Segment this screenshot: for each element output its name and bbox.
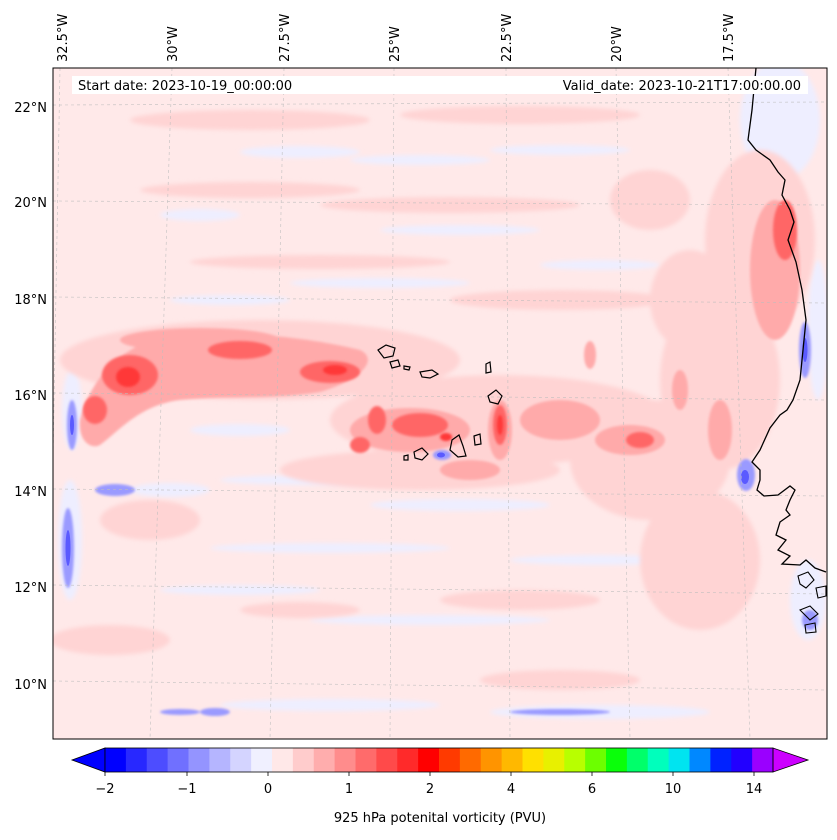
island-sao-nicolau <box>419 369 440 379</box>
cbar-tick-2: 2 <box>426 782 434 797</box>
colorbar-swatch <box>251 748 273 772</box>
cbar-tick-6: 6 <box>588 782 596 797</box>
lat-label-14n: 14°N <box>14 485 47 500</box>
colorbar-swatch <box>439 748 461 772</box>
colorbar-swatch <box>125 748 148 772</box>
cbar-tick-neg1: −1 <box>177 782 196 797</box>
colorbar-swatch <box>272 748 294 772</box>
cbar-tick-10: 10 <box>665 782 682 797</box>
colorbar-swatch <box>355 748 377 772</box>
cbar-tick-0: 0 <box>264 782 272 797</box>
colorbar-extend-min <box>70 747 106 773</box>
colorbar-swatch <box>459 748 482 772</box>
colorbar-swatch <box>146 748 169 772</box>
colorbar-swatch <box>564 748 586 772</box>
colorbar-swatch <box>209 748 231 772</box>
valid-date-label: Valid_date: 2023-10-21T17:00:00.00 <box>563 79 801 94</box>
colorbar-swatch <box>543 748 565 772</box>
colorbar-swatch <box>167 748 189 772</box>
colorbar-extend-max <box>772 747 810 773</box>
colorbar-swatch <box>522 748 544 772</box>
colorbar-frame <box>104 747 774 773</box>
island-maio <box>473 433 482 446</box>
colorbar-swatch <box>606 748 628 772</box>
lat-label-12n: 12°N <box>14 581 47 596</box>
colorbar-swatch <box>313 748 336 772</box>
island-santo-antao <box>377 344 396 359</box>
colorbar-swatch <box>480 748 503 772</box>
latitude-labels: 22°N 20°N 18°N 16°N 14°N 12°N 10°N <box>14 101 47 693</box>
lat-label-16n: 16°N <box>14 389 47 404</box>
colorbar-swatch <box>292 748 315 772</box>
coastline-bijagos <box>797 571 827 634</box>
colorbar-swatch <box>689 748 711 772</box>
colorbar-swatch <box>230 748 252 772</box>
cape-verde-islands <box>377 344 503 461</box>
cbar-tick-14: 14 <box>746 782 763 797</box>
island-sao-vicente <box>389 359 401 369</box>
colorbar-swatch <box>585 748 607 772</box>
lon-label-17-5w: 17.5°W <box>722 14 737 62</box>
lon-label-27-5w: 27.5°W <box>278 14 293 62</box>
lat-label-10n: 10°N <box>14 678 47 693</box>
map-frame <box>52 67 828 740</box>
lat-label-18n: 18°N <box>14 293 47 308</box>
pv-field: Start date: 2023-10-19_00:00:00 Valid_da… <box>53 68 827 739</box>
africa-coastline <box>747 68 827 573</box>
colorbar-title: 925 hPa potenital vorticity (PVU) <box>334 811 546 826</box>
colorbar-swatch <box>731 748 753 772</box>
island-santiago <box>449 434 467 458</box>
lon-label-22-5w: 22.5°W <box>500 14 515 62</box>
island-boa-vista <box>487 389 503 405</box>
colorbar-swatch <box>418 748 440 772</box>
colorbar-swatch <box>710 748 732 772</box>
cbar-tick-neg2: −2 <box>95 782 114 797</box>
graticule <box>53 68 827 739</box>
colorbar-tick-labels: −2 −1 0 1 2 4 6 10 14 <box>95 782 762 797</box>
colorbar <box>70 747 810 776</box>
cbar-tick-1: 1 <box>345 782 353 797</box>
island-sal <box>485 361 492 374</box>
date-header-box <box>72 76 808 94</box>
longitude-labels: 32.5°W 30°W 27.5°W 25°W 22.5°W 20°W 17.5… <box>56 14 737 62</box>
lon-label-20w: 20°W <box>610 26 625 62</box>
cbar-tick-4: 4 <box>507 782 515 797</box>
deep-red-areas <box>116 365 503 441</box>
island-brava <box>403 454 409 461</box>
colorbar-swatch <box>397 748 419 772</box>
island-fogo <box>413 447 429 461</box>
lat-label-20n: 20°N <box>14 196 47 211</box>
light-pink-areas <box>53 106 815 690</box>
lon-label-32-5w: 32.5°W <box>56 14 71 62</box>
colorbar-swatch <box>376 748 398 772</box>
lat-label-22n: 22°N <box>14 101 47 116</box>
colorbar-swatch <box>668 748 690 772</box>
colorbar-swatch <box>647 748 670 772</box>
start-date-label: Start date: 2023-10-19_00:00:00 <box>78 79 292 94</box>
colorbar-swatch <box>334 748 356 772</box>
colorbar-swatch <box>188 748 210 772</box>
dark-blue-areas <box>65 338 808 566</box>
colorbar-swatch <box>501 748 523 772</box>
colorbar-swatch <box>626 748 649 772</box>
lon-label-30w: 30°W <box>166 26 181 62</box>
colorbar-swatch <box>105 748 127 772</box>
colorbar-swatch <box>752 748 774 772</box>
lon-label-25w: 25°W <box>388 26 403 62</box>
